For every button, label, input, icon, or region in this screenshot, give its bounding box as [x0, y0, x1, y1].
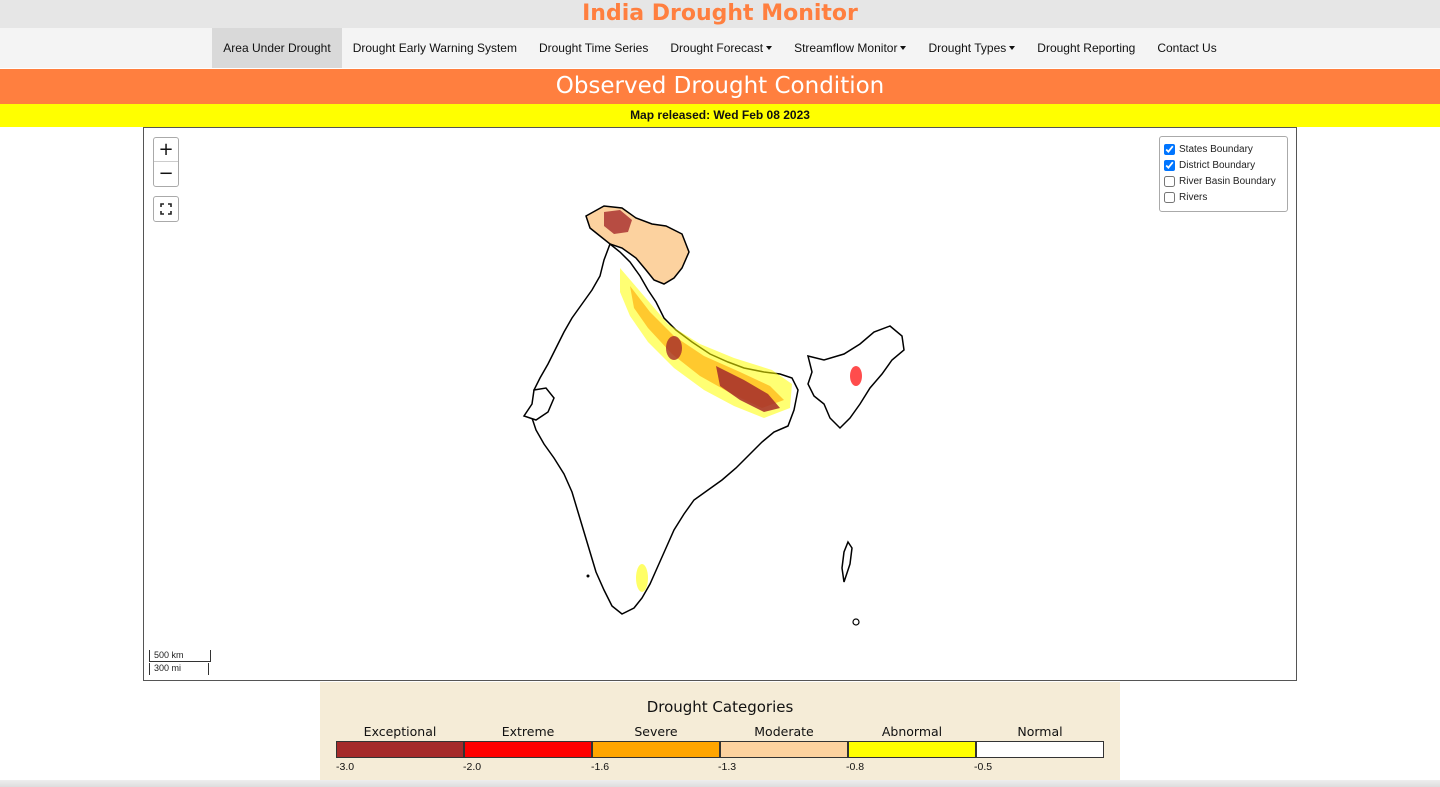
india-drought-map — [522, 205, 905, 626]
scale-km: 500 km — [149, 650, 211, 662]
legend-label-moderate: Moderate — [754, 724, 814, 739]
layer-label: States Boundary — [1179, 143, 1253, 155]
nav-area-under-drought[interactable]: Area Under Drought — [212, 28, 342, 68]
gujarat-shape — [522, 387, 555, 421]
andaman-islands-shape — [841, 540, 853, 583]
scale-bar: 500 km 300 mi — [149, 648, 211, 676]
drought-hotspot-south — [636, 564, 648, 592]
fullscreen-button[interactable] — [153, 196, 179, 222]
legend-swatch-abnormal — [848, 741, 976, 758]
layer-district-boundary[interactable]: District Boundary — [1164, 157, 1283, 173]
site-title: India Drought Monitor — [582, 1, 858, 26]
district-boundary-checkbox[interactable] — [1164, 159, 1175, 171]
states-boundary-checkbox[interactable] — [1164, 143, 1175, 155]
legend-swatch-moderate — [720, 741, 848, 758]
caret-down-icon — [766, 46, 773, 50]
legend-label-exceptional: Exceptional — [363, 724, 437, 739]
nav-label: Drought Reporting — [1037, 41, 1136, 55]
legend-label-extreme: Extreme — [501, 724, 555, 739]
site-header: India Drought Monitor — [0, 0, 1440, 28]
nav-drought-early-warning[interactable]: Drought Early Warning System — [342, 28, 528, 68]
drought-hotspot-ne — [850, 366, 862, 386]
nav-drought-types[interactable]: Drought Types — [917, 28, 1026, 68]
legend-title: Drought Categories — [646, 698, 794, 716]
page-bottom-edge — [0, 780, 1440, 787]
drought-extreme-band — [716, 366, 780, 412]
legend-break-value: -1.6 — [591, 761, 610, 773]
layer-control: States Boundary District Boundary River … — [1159, 136, 1288, 212]
legend-swatch-severe — [592, 741, 720, 758]
mainland-shape — [531, 242, 799, 615]
legend-break-value: -0.5 — [974, 761, 993, 773]
legend-break-value: -1.3 — [718, 761, 737, 773]
nav-label: Area Under Drought — [223, 41, 331, 55]
main-nav: Area Under Drought Drought Early Warning… — [0, 28, 1440, 68]
river-basin-boundary-checkbox[interactable] — [1164, 175, 1175, 187]
layer-label: Rivers — [1179, 191, 1208, 203]
legend-break-value: -0.8 — [846, 761, 865, 773]
layer-states-boundary[interactable]: States Boundary — [1164, 141, 1283, 157]
rivers-checkbox[interactable] — [1164, 191, 1175, 203]
drought-legend: Drought Categories Exceptional Extreme S… — [320, 682, 1120, 787]
caret-down-icon — [1009, 46, 1016, 50]
fullscreen-icon — [160, 203, 172, 215]
zoom-in-button[interactable]: + — [154, 138, 178, 162]
layer-label: River Basin Boundary — [1179, 175, 1276, 187]
nav-contact-us[interactable]: Contact Us — [1146, 28, 1227, 68]
nav-label: Streamflow Monitor — [794, 41, 898, 55]
drought-hotspot-west — [666, 336, 682, 360]
nav-drought-reporting[interactable]: Drought Reporting — [1026, 28, 1146, 68]
release-bar: Map released: Wed Feb 08 2023 — [0, 104, 1440, 127]
caret-down-icon — [900, 46, 907, 50]
layer-label: District Boundary — [1179, 159, 1256, 171]
nav-label: Drought Forecast — [670, 41, 764, 55]
legend-swatch-normal — [976, 741, 1104, 758]
legend-label-severe: Severe — [634, 724, 678, 739]
nav-label: Contact Us — [1157, 41, 1217, 55]
layer-rivers[interactable]: Rivers — [1164, 189, 1283, 205]
nav-drought-forecast[interactable]: Drought Forecast — [659, 28, 783, 68]
nicobar-islands-shape — [852, 618, 860, 626]
drought-moderate-band — [630, 286, 784, 408]
zoom-out-button[interactable]: − — [158, 163, 174, 184]
layer-river-basin-boundary[interactable]: River Basin Boundary — [1164, 173, 1283, 189]
map-release-date: Map released: Wed Feb 08 2023 — [630, 108, 810, 122]
nav-label: Drought Types — [928, 41, 1007, 55]
nav-label: Drought Time Series — [538, 41, 649, 55]
scale-mi: 300 mi — [149, 663, 209, 675]
legend-label-abnormal: Abnormal — [881, 724, 943, 739]
drought-extreme-north — [604, 210, 632, 234]
nav-streamflow-monitor[interactable]: Streamflow Monitor — [783, 28, 917, 68]
page-title: Observed Drought Condition — [555, 73, 885, 99]
zoom-control: + − — [153, 137, 179, 187]
nav-label: Drought Early Warning System — [352, 41, 517, 55]
lakshadweep-islands-shape — [586, 574, 590, 578]
map-viewport[interactable]: + − States Boundary District Boundary Ri… — [143, 127, 1297, 681]
legend-break-value: -2.0 — [463, 761, 482, 773]
nav-drought-time-series[interactable]: Drought Time Series — [528, 28, 659, 68]
legend-break-value: -3.0 — [336, 761, 355, 773]
legend-label-normal: Normal — [1017, 724, 1063, 739]
page-banner: Observed Drought Condition — [0, 69, 1440, 104]
legend-swatch-exceptional — [336, 741, 464, 758]
legend-swatch-extreme — [464, 741, 592, 758]
